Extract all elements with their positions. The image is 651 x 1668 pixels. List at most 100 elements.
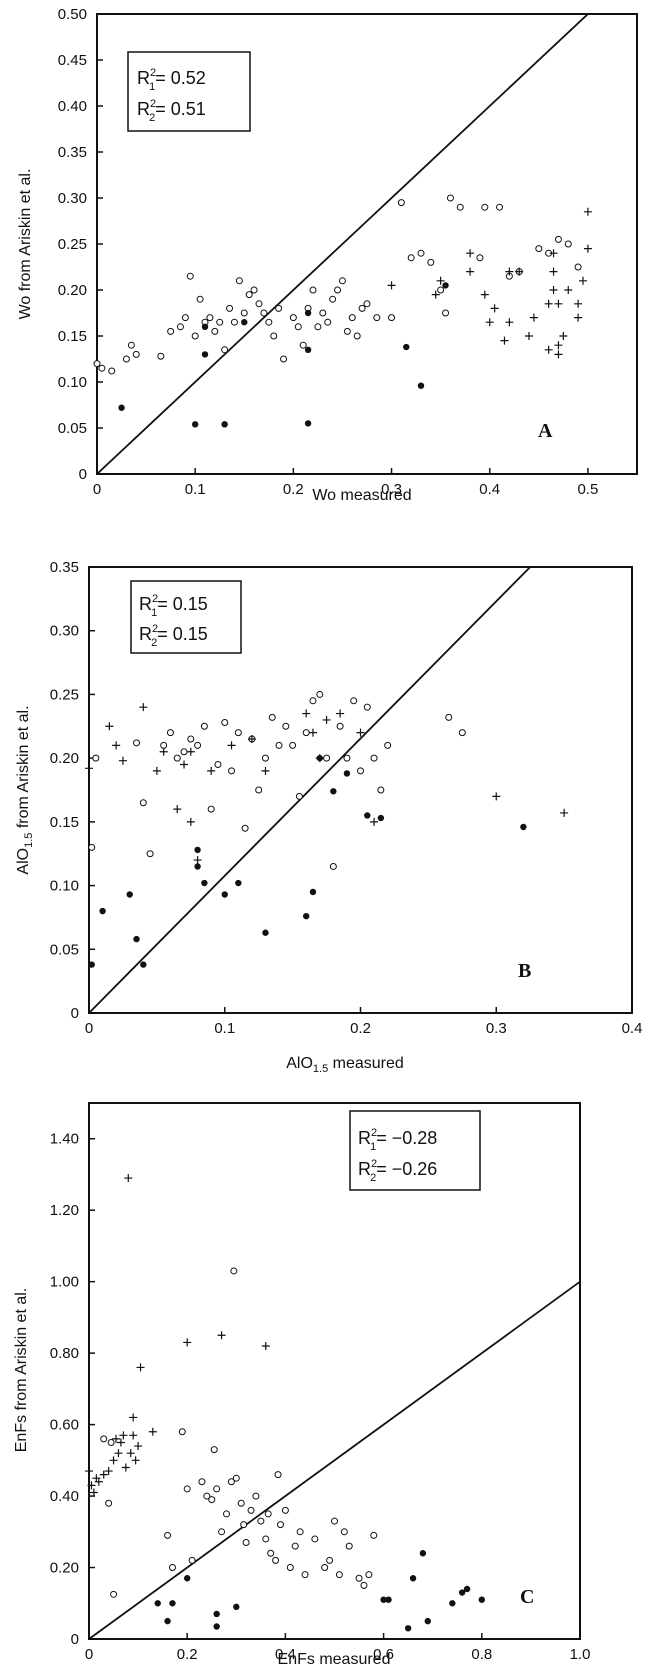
panel-a-plus-point	[505, 318, 514, 327]
panel-a-x-tick-label: 0	[93, 481, 101, 498]
panel-c-filled-circle-point	[184, 1575, 191, 1582]
panel-c-filled-circle-point	[478, 1596, 485, 1603]
panel-b-open-circle-point	[370, 754, 378, 762]
panel-b-open-circle-point	[160, 741, 168, 749]
panel-c-open-circle-point	[335, 1571, 343, 1579]
panel-a-filled-circle-point	[304, 346, 312, 353]
panel-c-filled-circle-point	[385, 1596, 392, 1603]
panel-b-plus-point	[227, 741, 236, 750]
panel-c-plot-area: 0 0.2 0.4 0.6 0.8 1.000.200.400.600.801.001.2…	[50, 1131, 591, 1663]
panel-a-open-circle-point	[427, 258, 435, 266]
panel-c-open-circle-point	[360, 1581, 368, 1589]
panel-b-plus-point	[112, 741, 121, 750]
panel-a-open-circle-point	[191, 332, 199, 340]
panel-b-y-tick-label: 0	[71, 1005, 79, 1022]
panel-c-plus-point	[85, 1467, 93, 1476]
panel-b-open-circle-point	[133, 739, 141, 747]
panel-c-filled-circle-point	[213, 1610, 220, 1618]
panel-a-open-circle-point	[216, 318, 224, 326]
panel-c-open-circle-point	[227, 1478, 235, 1486]
panel-a-r2-box: R2 1= 0.52 R2 2= 0.51	[127, 51, 251, 132]
panel-a-plus-point	[583, 244, 592, 253]
panel-b-open-circle-point	[309, 697, 317, 705]
panel-a-y-tick-label: 0	[79, 466, 87, 483]
panel-c-filled-circle-point	[380, 1596, 387, 1603]
panel-a-open-circle-point	[176, 323, 184, 331]
panel-b-filled-circle-point	[194, 846, 201, 854]
panel-c-filled-circle-point	[409, 1575, 417, 1582]
panel-c-open-circle-point	[262, 1535, 270, 1543]
panel-c-open-circle-point	[365, 1571, 373, 1579]
panel-c-plus-point	[121, 1463, 130, 1472]
panel-a-plus-point	[554, 341, 563, 350]
panel-a-filled-circle-point	[201, 351, 209, 358]
panel-c-open-circle-point	[203, 1492, 211, 1500]
panel-a-open-circle-point	[417, 249, 425, 257]
panel-a-open-circle-point	[353, 332, 361, 340]
panel-a-plus-point	[500, 336, 509, 345]
panel-b-y-tick-label: 0.10	[50, 878, 79, 895]
panel-c-plus-point	[217, 1331, 226, 1340]
panel-b-open-circle-point	[173, 754, 181, 762]
panel-c-r2-line-2: R2 2= −0.26	[358, 1158, 437, 1184]
panel-a-plus-point	[574, 299, 583, 308]
panel-b-plus-point	[308, 728, 317, 737]
panel-b-open-circle-point	[241, 824, 249, 832]
panel-c-r2-box-frame	[349, 1110, 481, 1191]
panel-b-open-circle-point	[214, 761, 222, 769]
panel-b-y-tick-label: 0.30	[50, 623, 79, 640]
panel-c-open-circle-point	[240, 1521, 248, 1529]
panel-a-y-axis-title: Wo from Ariskin et al.	[17, 169, 34, 320]
panel-c-filled-circle-point	[213, 1623, 220, 1630]
panel-b-x-tick-label: 0.1	[214, 1020, 235, 1037]
panel-a-open-circle-point	[446, 194, 454, 202]
panel-b-open-circle-point	[180, 748, 188, 756]
chart-marks: 0 0.1 0.2 0.3 0.4 0.500.050.100.150.200.250.3…	[50, 6, 643, 1663]
panel-b-plot-area: 0 0.1 0.2 0.3 0.4 0 0.05 0.10 0.15 0.20 0.25 0.30 0.…	[50, 559, 643, 1037]
panel-b-open-circle-point	[92, 754, 100, 762]
panel-b-filled-circle-point	[364, 812, 371, 819]
panel-b-r2-box-frame	[130, 580, 242, 654]
panel-c-open-circle-point	[281, 1506, 289, 1514]
panel-c-plus-point	[89, 1488, 98, 1497]
panel-a-y-tick-label: 0.15	[58, 328, 87, 345]
panel-a-open-circle-point	[363, 300, 371, 308]
panel-a-open-circle-point	[324, 318, 332, 326]
panel-b-open-circle-point	[166, 729, 174, 737]
panel-b-filled-circle-point	[262, 929, 269, 936]
panel-b-open-circle-point	[384, 741, 392, 749]
panel-b-plus-point	[322, 715, 331, 724]
panel-b-filled-circle-point	[221, 891, 228, 898]
panel-c-plus-point	[136, 1363, 145, 1372]
panel-a-y-tick-label: 0.10	[58, 374, 87, 391]
panel-b-filled-circle-point	[309, 888, 317, 896]
panel-c-open-circle-point	[105, 1499, 113, 1507]
panel-a-open-circle-point	[265, 318, 273, 326]
panel-c-letter: C	[520, 1586, 534, 1608]
panel-a-open-circle-point	[476, 254, 484, 262]
panel-a-plus-point	[549, 286, 558, 294]
panel-a-open-circle-point	[132, 350, 140, 358]
panel-b-filled-circle-point	[330, 788, 337, 795]
panel-b-open-circle-point	[282, 722, 290, 730]
panel-c-open-circle-point	[168, 1564, 176, 1572]
panel-b-open-circle-point	[289, 741, 297, 749]
panel-b-open-circle-point	[221, 718, 229, 726]
panel-a-open-circle-point	[299, 341, 307, 349]
panel-a-y-tick-label: 0.30	[58, 190, 87, 207]
panel-b-x-tick-label: 0	[85, 1020, 93, 1037]
panel-a-open-circle-point	[338, 277, 346, 285]
panel-c-plus-point	[112, 1434, 121, 1443]
panel-a-open-circle-point	[442, 309, 450, 317]
panel-b-open-circle-point	[261, 754, 269, 762]
panel-a-plus-point	[554, 299, 563, 308]
panel-c-open-circle-point	[340, 1528, 348, 1536]
panel-b-y-tick-label: 0.20	[50, 750, 79, 767]
panel-a-open-circle-point	[245, 291, 253, 299]
panel-a-open-circle-point	[294, 323, 302, 331]
panel-b-plus-point	[356, 728, 365, 737]
panel-c-x-tick-label: 0.2	[177, 1646, 198, 1663]
panel-b-plus-point	[207, 766, 216, 775]
panel-c-open-circle-point	[213, 1485, 221, 1493]
